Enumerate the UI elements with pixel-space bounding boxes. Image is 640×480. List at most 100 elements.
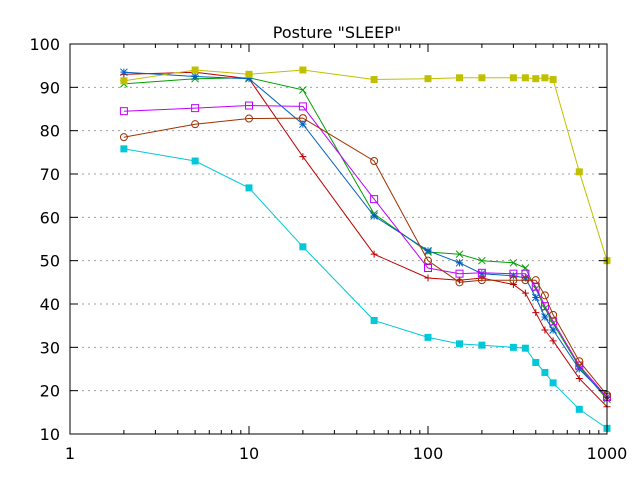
data-point (120, 68, 128, 77)
data-point (424, 256, 432, 265)
data-point (540, 291, 549, 300)
series-brown-circle (119, 114, 611, 399)
series-line (123, 104, 608, 398)
data-point (299, 120, 307, 129)
data-point (509, 258, 518, 267)
data-point (191, 157, 199, 165)
series-green-x (120, 73, 611, 404)
data-point (191, 72, 199, 81)
x-tick-label: 100 (413, 444, 444, 463)
data-point (424, 274, 432, 282)
data-point (299, 243, 307, 251)
data-point (549, 337, 557, 345)
axis-ticks (69, 43, 608, 435)
data-point (521, 344, 529, 352)
plot-frame (69, 43, 608, 435)
data-point (299, 66, 307, 74)
data-point (370, 157, 379, 165)
data-point (298, 114, 307, 123)
y-tick-label: 50 (40, 252, 60, 271)
data-point (424, 246, 432, 255)
y-tick-label: 20 (40, 382, 60, 401)
data-point (191, 120, 200, 129)
series-red-plus (120, 68, 611, 411)
data-point (531, 293, 540, 302)
series-line (123, 77, 608, 400)
data-point (120, 145, 128, 153)
series-cyan-filled-square (120, 145, 611, 432)
data-point (541, 368, 549, 376)
data-point (532, 75, 540, 83)
data-point (455, 269, 464, 278)
data-point (191, 104, 200, 113)
data-point (370, 212, 378, 220)
data-point (531, 276, 540, 285)
chart-title: Posture "SLEEP" (273, 23, 401, 42)
data-point (509, 271, 518, 280)
x-tick-label: 10 (239, 444, 259, 463)
y-tick-label: 60 (40, 208, 60, 227)
data-point (478, 74, 486, 82)
y-tick-label: 100 (29, 35, 60, 54)
data-point (370, 195, 379, 204)
data-point (575, 357, 584, 366)
data-point (370, 76, 378, 84)
data-point (455, 278, 464, 287)
data-point (509, 74, 517, 82)
data-point (191, 66, 199, 74)
data-point (521, 276, 530, 285)
data-point (478, 269, 486, 278)
data-point (456, 340, 464, 348)
data-point (245, 101, 253, 110)
data-point (478, 256, 486, 265)
data-point (521, 274, 530, 282)
data-point (456, 74, 464, 82)
data-point (245, 70, 253, 78)
y-tick-label: 40 (40, 295, 60, 314)
data-point (549, 76, 557, 84)
series-line (123, 71, 608, 408)
series-line (123, 117, 608, 396)
series-olive-filled-square (120, 66, 611, 265)
data-point (119, 133, 128, 142)
data-point (575, 168, 583, 176)
data-point (370, 316, 378, 324)
data-point (455, 250, 464, 259)
data-point (532, 359, 540, 366)
series-blue-star (120, 68, 611, 402)
data-point (540, 302, 549, 311)
data-point (509, 276, 518, 285)
data-point (424, 333, 432, 341)
data-point (575, 405, 583, 413)
data-point (298, 102, 307, 111)
y-axis-tick-labels: 10 20 30 40 50 60 70 80 90 100 (29, 35, 60, 444)
x-tick-label: 1 (65, 444, 75, 463)
data-point (299, 153, 307, 161)
y-tick-label: 90 (40, 78, 60, 97)
data-point (575, 375, 583, 383)
data-point (521, 289, 529, 297)
data-point (541, 74, 549, 82)
data-point (477, 276, 486, 285)
x-tick-label: 1000 (587, 444, 628, 463)
data-point (541, 313, 549, 321)
data-point (478, 341, 486, 349)
data-point (424, 75, 432, 83)
data-point (549, 310, 558, 319)
data-point (549, 379, 557, 387)
data-point (541, 326, 549, 334)
y-tick-label: 80 (40, 122, 60, 141)
data-point (245, 184, 253, 192)
x-axis-tick-labels: 1 10 100 1000 (65, 444, 627, 463)
data-point (245, 74, 253, 83)
series-line (123, 69, 608, 261)
y-tick-label: 70 (40, 165, 60, 184)
series-line (123, 148, 608, 429)
data-point (120, 77, 128, 85)
data-point (532, 309, 540, 317)
y-tick-label: 10 (40, 425, 60, 444)
data-point (119, 107, 128, 116)
data-point (509, 343, 517, 351)
data-point (455, 258, 464, 267)
